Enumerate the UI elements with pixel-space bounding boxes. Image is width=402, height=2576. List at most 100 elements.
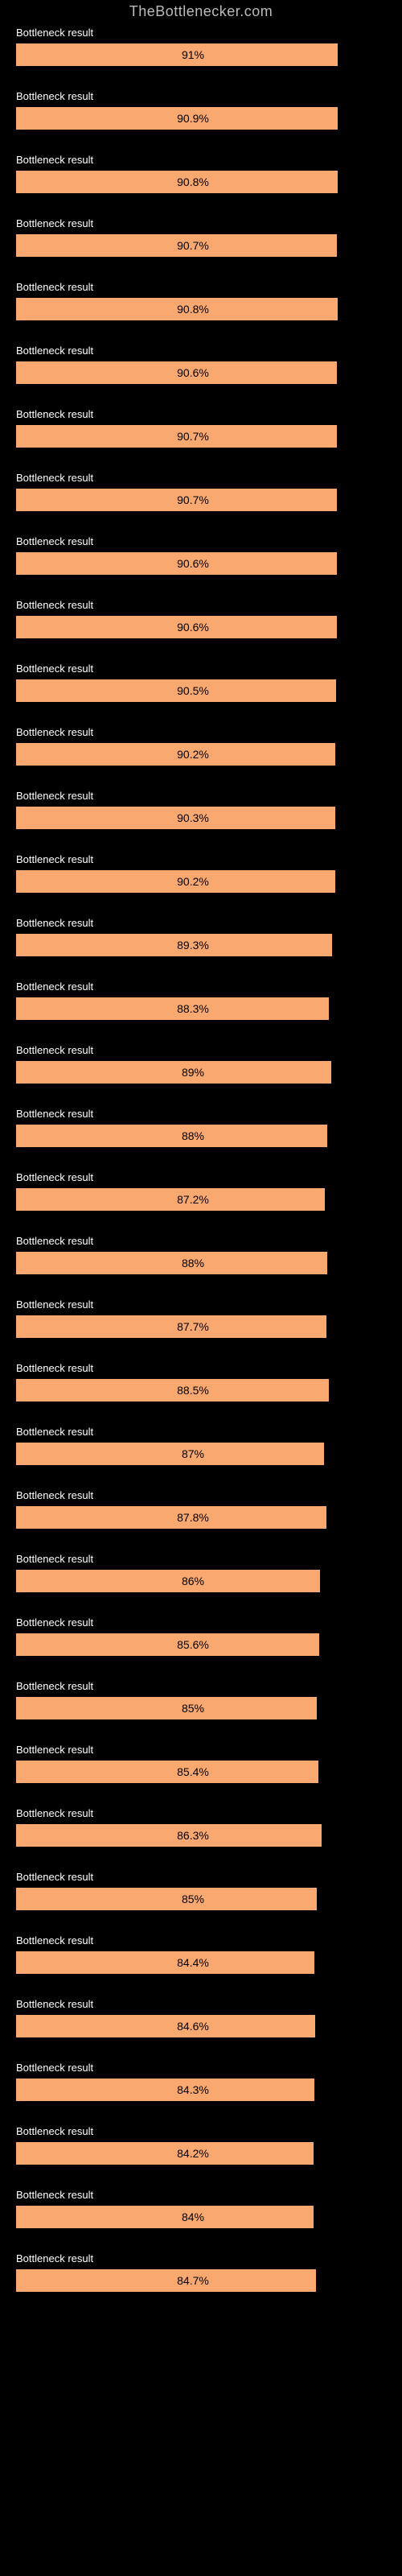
- chart-row-label: Bottleneck result: [16, 281, 370, 293]
- bar-value-label: 85.6%: [177, 1638, 209, 1651]
- bar-fill: [16, 2206, 314, 2228]
- chart-row-label: Bottleneck result: [16, 1426, 370, 1438]
- chart-row: Bottleneck result90.3%: [16, 790, 370, 829]
- page-root: TheBottlenecker.com Bottleneck result 91%…: [0, 0, 402, 2292]
- bar-fill: [16, 743, 335, 766]
- chart-row: Bottleneck result 87.7%: [16, 1298, 370, 1338]
- bar-value-label: 90.2%: [177, 748, 209, 761]
- bar-track: 84%: [16, 2206, 370, 2228]
- bar-track: 85%: [16, 1697, 370, 1719]
- bar-fill: [16, 870, 335, 893]
- bar-fill: [16, 1506, 326, 1529]
- bar-track: 90.9%: [16, 107, 370, 130]
- bar-fill: [16, 43, 338, 66]
- bar-track: 84.4%: [16, 1951, 370, 1974]
- bar-fill: [16, 1697, 317, 1719]
- bar-track: 88.3%: [16, 997, 370, 1020]
- chart-row: Bottleneck result90.8%: [16, 154, 370, 193]
- chart-row: Bottleneck result90.2%: [16, 853, 370, 893]
- bar-track: 88.5%: [16, 1379, 370, 1402]
- chart-row: Bottleneck result 85%: [16, 1680, 370, 1719]
- bar-fill: [16, 1633, 319, 1656]
- chart-row-label: Bottleneck result: [16, 980, 370, 993]
- bar-value-label: 90.6%: [177, 366, 209, 379]
- chart-row-label: Bottleneck result: [16, 1298, 370, 1311]
- bar-value-label: 89.3%: [177, 939, 209, 952]
- bar-track: 90.7%: [16, 489, 370, 511]
- bar-value-label: 85.4%: [177, 1765, 209, 1778]
- bar-value-label: 90.3%: [177, 811, 209, 824]
- bar-value-label: 90.5%: [177, 684, 209, 697]
- bar-fill: [16, 1570, 320, 1592]
- bar-fill: [16, 679, 336, 702]
- bar-value-label: 84.6%: [177, 2020, 209, 2033]
- bar-value-label: 84.2%: [177, 2147, 209, 2160]
- bar-value-label: 84.4%: [177, 1956, 209, 1969]
- bar-fill: [16, 1379, 329, 1402]
- chart-row: Bottleneck result87.2%: [16, 1171, 370, 1211]
- chart-row: Bottleneck result86%: [16, 1553, 370, 1592]
- chart-row-label: Bottleneck result: [16, 1171, 370, 1183]
- bar-track: 85%: [16, 1888, 370, 1910]
- bar-value-label: 86.3%: [177, 1829, 209, 1842]
- chart-row-label: Bottleneck result: [16, 90, 370, 102]
- bar-track: 89%: [16, 1061, 370, 1084]
- bar-value-label: 87.7%: [177, 1320, 209, 1333]
- bar-track: 90.7%: [16, 425, 370, 448]
- bar-track: 90.8%: [16, 298, 370, 320]
- chart-row-label: Bottleneck result: [16, 1616, 370, 1629]
- chart-row: Bottleneck result 88%: [16, 1235, 370, 1274]
- chart-row-label: Bottleneck result: [16, 1235, 370, 1247]
- bar-fill: [16, 1188, 325, 1211]
- bar-fill: [16, 807, 335, 829]
- chart-row: Bottleneck result89%: [16, 1044, 370, 1084]
- bar-value-label: 88%: [182, 1129, 204, 1142]
- bar-value-label: 90.7%: [177, 239, 209, 252]
- bar-track: 86.3%: [16, 1824, 370, 1847]
- bar-track: 90.6%: [16, 361, 370, 384]
- bar-fill: [16, 1315, 326, 1338]
- bar-fill: [16, 1125, 327, 1147]
- bar-value-label: 88.5%: [177, 1384, 209, 1397]
- bar-value-label: 87.8%: [177, 1511, 209, 1524]
- bar-track: 88%: [16, 1252, 370, 1274]
- chart-row: Bottleneck result84.4%: [16, 1934, 370, 1974]
- bar-value-label: 90.2%: [177, 875, 209, 888]
- chart-row: Bottleneck result 90.2%: [16, 726, 370, 766]
- bar-value-label: 91%: [182, 48, 204, 61]
- chart-row: Bottleneck result 87%: [16, 1426, 370, 1465]
- chart-row: Bottleneck result90.6%: [16, 345, 370, 384]
- chart-row-label: Bottleneck result: [16, 726, 370, 738]
- bar-value-label: 88.3%: [177, 1002, 209, 1015]
- bar-track: 91%: [16, 43, 370, 66]
- bar-fill: [16, 1761, 318, 1783]
- chart-row-label: Bottleneck result: [16, 1680, 370, 1692]
- bar-value-label: 84.7%: [177, 2274, 209, 2287]
- bar-value-label: 87%: [182, 1447, 204, 1460]
- chart-row-label: Bottleneck result: [16, 1871, 370, 1883]
- bar-fill: [16, 997, 329, 1020]
- bar-value-label: 90.6%: [177, 621, 209, 634]
- chart-row-label: Bottleneck result: [16, 535, 370, 547]
- bar-value-label: 85%: [182, 1702, 204, 1715]
- chart-row: Bottleneck result 89.3%: [16, 917, 370, 956]
- bar-track: 88%: [16, 1125, 370, 1147]
- chart-row: Bottleneck result85.4%: [16, 1744, 370, 1783]
- bar-track: 90.5%: [16, 679, 370, 702]
- site-title: TheBottlenecker.com: [129, 3, 273, 19]
- bar-track: 84.3%: [16, 2079, 370, 2101]
- chart-row-label: Bottleneck result: [16, 663, 370, 675]
- bar-track: 87%: [16, 1443, 370, 1465]
- chart-row: Bottleneck result86.3%: [16, 1807, 370, 1847]
- chart-row-label: Bottleneck result: [16, 2125, 370, 2137]
- chart-row: Bottleneck result 85.6%: [16, 1616, 370, 1656]
- chart-row-label: Bottleneck result: [16, 599, 370, 611]
- chart-row-label: Bottleneck result: [16, 917, 370, 929]
- bar-fill: [16, 2015, 315, 2037]
- bar-track: 84.2%: [16, 2142, 370, 2165]
- bar-fill: [16, 2142, 314, 2165]
- header: TheBottlenecker.com: [0, 0, 402, 27]
- chart-row: Bottleneck result 90.9%: [16, 90, 370, 130]
- chart-row: Bottleneck result84%: [16, 2189, 370, 2228]
- chart-row-label: Bottleneck result: [16, 408, 370, 420]
